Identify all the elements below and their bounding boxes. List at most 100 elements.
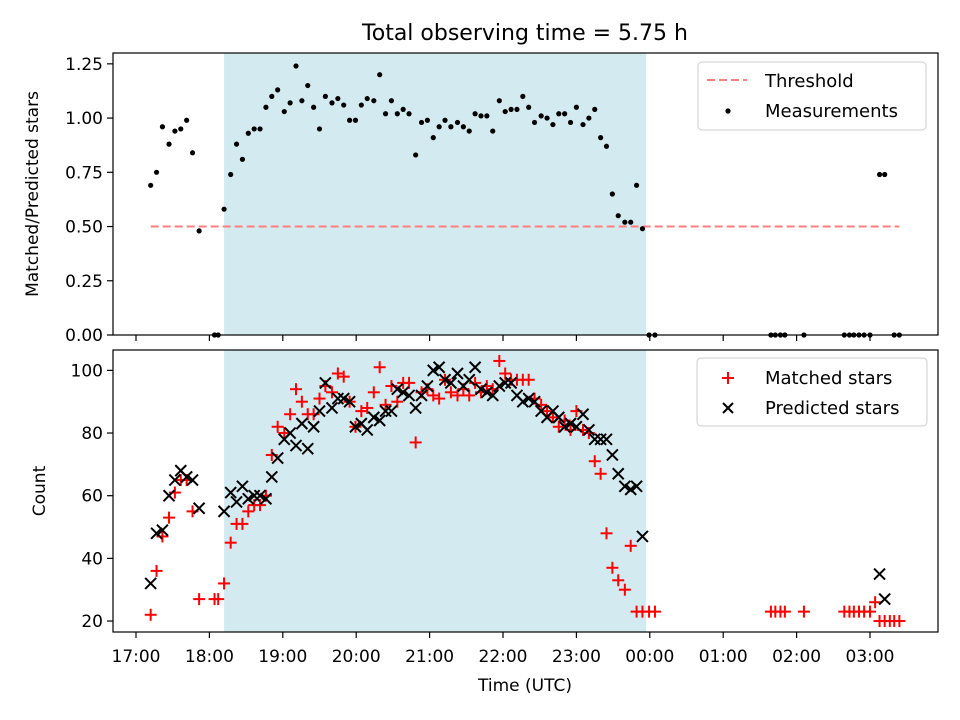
ratio-observing-window [224, 53, 647, 335]
predicted-stars-point [468, 361, 482, 374]
measurements-point [442, 117, 448, 123]
matched-stars-point [242, 505, 255, 518]
count-y-axis-label: Count [30, 465, 50, 516]
measurements-point [436, 124, 442, 130]
measurements-point [166, 141, 172, 147]
measurements-point [466, 128, 472, 134]
ratio-y-tick-label: 0.50 [65, 218, 103, 238]
predicted-stars-point [612, 467, 625, 480]
measurements-point [287, 100, 293, 106]
measurements-point [184, 117, 190, 123]
ratio-y-tick-label: 0.75 [65, 163, 103, 183]
measurements-legend-label: Measurements [765, 101, 898, 122]
x-tick-label: 19:00 [258, 647, 307, 667]
predicted-stars-point [396, 386, 410, 399]
matched-stars-point [144, 608, 157, 621]
measurements-point [598, 135, 604, 141]
measurements-point [639, 226, 646, 232]
measurements-point [371, 98, 377, 104]
matched-stars-point [271, 420, 284, 433]
measurements-point [196, 228, 202, 234]
matched-stars-point [391, 395, 404, 408]
predicted-stars-point [576, 408, 590, 421]
predicted-stars-point [588, 433, 601, 446]
measurements-point [239, 156, 246, 162]
measurements-legend-swatch [725, 108, 731, 114]
measurements-point [592, 106, 598, 112]
measurements-point [245, 130, 251, 136]
count-panel-frame [112, 349, 939, 633]
predicted-stars-point [289, 439, 303, 452]
predicted-stars-point [253, 489, 267, 502]
predicted-stars-point [337, 392, 350, 405]
threshold-legend-label: Threshold [764, 71, 854, 92]
matched-stars-point [212, 593, 225, 606]
matched-stars-point [409, 436, 422, 449]
matched-stars-point [600, 527, 613, 540]
measurements-point [251, 126, 257, 132]
measurements-point [293, 63, 299, 69]
predicted-stars-point [247, 489, 261, 502]
measurements-point [275, 87, 281, 93]
measurements-point [281, 108, 287, 115]
predicted-stars-point [474, 382, 488, 396]
x-tick-label: 17:00 [112, 647, 161, 667]
measurements-point [633, 182, 640, 188]
measurements-point [269, 93, 275, 99]
measurements-point [257, 126, 263, 132]
measurements-point [538, 113, 544, 119]
predicted-stars-point [295, 417, 309, 430]
measurements-point [526, 104, 532, 110]
predicted-stars-point [361, 423, 374, 437]
measurements-point [472, 111, 478, 117]
matched-stars-point [522, 373, 535, 386]
x-tick-label: 02:00 [772, 647, 821, 667]
ratio-y-tick-label: 1.25 [65, 55, 103, 75]
predicted-stars-point [385, 404, 398, 418]
predicted-stars-point [594, 433, 607, 446]
predicted-stars-point [150, 527, 163, 540]
measurements-point [478, 113, 484, 119]
predicted-stars-point [873, 567, 886, 581]
measurements-point [573, 104, 580, 110]
predicted-stars-point [367, 411, 381, 424]
measurements-point [233, 141, 240, 147]
count-legend: Matched stars Predicted stars [696, 357, 928, 427]
measurements-point [178, 126, 184, 132]
measurements-point [603, 143, 610, 149]
measurements-point [418, 119, 425, 126]
matched-stars-point [588, 455, 601, 468]
ratio-panel-frame [112, 52, 939, 336]
matched-stars-point [444, 386, 457, 399]
predicted-legend-label: Predicted stars [765, 398, 899, 419]
count-legend-box [696, 357, 928, 427]
predicted-stars-point [242, 492, 255, 506]
measurements-point [322, 93, 328, 99]
matched-stars-point [295, 395, 308, 408]
measurements-point [622, 219, 628, 225]
predicted-stars-point [144, 577, 157, 590]
measurements-point [609, 191, 615, 197]
predicted-stars-point [564, 417, 577, 430]
measurements-point [520, 93, 526, 99]
measurements-point [341, 102, 347, 108]
matched-stars-point [284, 408, 297, 421]
predicted-stars-point [283, 426, 297, 440]
matched-stars-point [893, 615, 906, 628]
predicted-stars-point [391, 382, 404, 396]
predicted-stars-point [415, 389, 428, 402]
measurements-point [413, 152, 419, 158]
ratio-y-axis-label: Matched/Predicted stars [23, 91, 43, 297]
matched-stars-point [618, 583, 631, 596]
measurements-point [299, 98, 305, 104]
predicted-stars-point [498, 376, 512, 390]
count-y-tick-label: 100 [71, 361, 103, 381]
predicted-stars-point [480, 386, 494, 399]
measurements-point [189, 150, 196, 156]
predicted-legend-swatch [722, 402, 734, 414]
measurements-point [430, 135, 436, 141]
predicted-stars-point [636, 530, 649, 543]
measurements-point [424, 117, 430, 123]
matched-stars-point [463, 389, 476, 402]
